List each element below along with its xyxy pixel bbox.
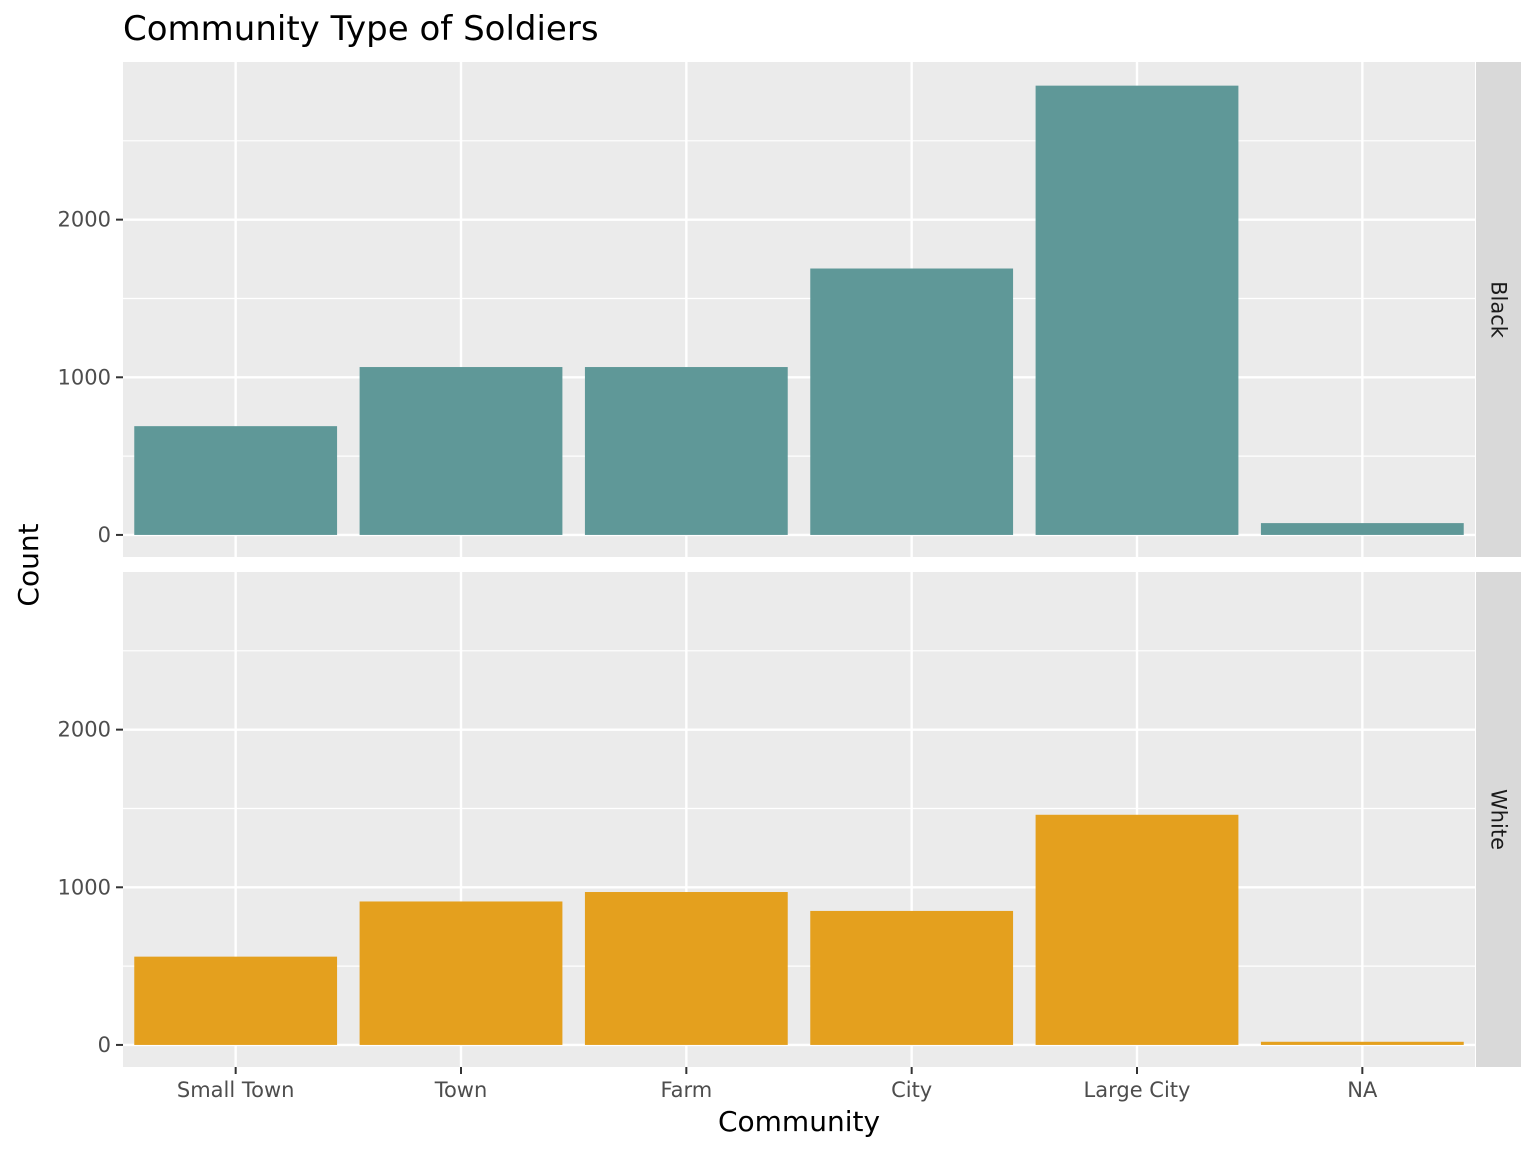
panel-background bbox=[123, 572, 1475, 1067]
x-tick-label: Small Town bbox=[177, 1078, 295, 1102]
x-tick-label: Large City bbox=[1084, 1078, 1191, 1102]
panel-white: 0 1000 2000 White bbox=[58, 572, 1521, 1074]
panels: 0 1000 2000 Black 0 1000 2000 White bbox=[58, 62, 1521, 1074]
bar-white-city bbox=[810, 910, 1014, 1045]
panel-background bbox=[123, 62, 1475, 557]
y-tick-label: 2000 bbox=[58, 208, 111, 232]
bar-white-farm bbox=[584, 892, 788, 1045]
y-tick-label: 1000 bbox=[58, 365, 111, 389]
y-tick-label: 2000 bbox=[58, 718, 111, 742]
bar-white-town bbox=[359, 901, 563, 1045]
x-tick-label: Farm bbox=[660, 1078, 712, 1102]
facet-strip-white bbox=[1476, 572, 1521, 1067]
bar-white-small-town bbox=[134, 956, 338, 1045]
panel-black: 0 1000 2000 Black bbox=[58, 62, 1521, 557]
y-axis-title: Count bbox=[12, 523, 45, 606]
bar-white-large-city bbox=[1035, 814, 1239, 1045]
bar-black-na bbox=[1260, 523, 1464, 535]
x-tick-label: Town bbox=[434, 1078, 488, 1102]
facet-strip-black bbox=[1476, 62, 1521, 557]
bar-black-small-town bbox=[134, 426, 338, 535]
bar-black-city bbox=[810, 268, 1014, 535]
bar-black-large-city bbox=[1035, 85, 1239, 535]
bar-black-farm bbox=[584, 367, 788, 535]
chart-title: Community Type of Soldiers bbox=[123, 9, 599, 49]
x-axis-tick-labels: Small Town Town Farm City Large City NA bbox=[177, 1078, 1378, 1102]
y-tick-label: 0 bbox=[98, 523, 111, 547]
bar-white-na bbox=[1260, 1041, 1464, 1045]
facet-strip-label-black: Black bbox=[1487, 281, 1511, 339]
bar-black-town bbox=[359, 367, 563, 535]
x-axis-title: Community bbox=[718, 1105, 880, 1138]
x-tick-label: NA bbox=[1347, 1078, 1378, 1102]
facet-strip-label-white: White bbox=[1487, 789, 1511, 850]
x-tick-label: City bbox=[891, 1078, 932, 1102]
y-tick-label: 1000 bbox=[58, 875, 111, 899]
y-tick-label: 0 bbox=[98, 1033, 111, 1057]
